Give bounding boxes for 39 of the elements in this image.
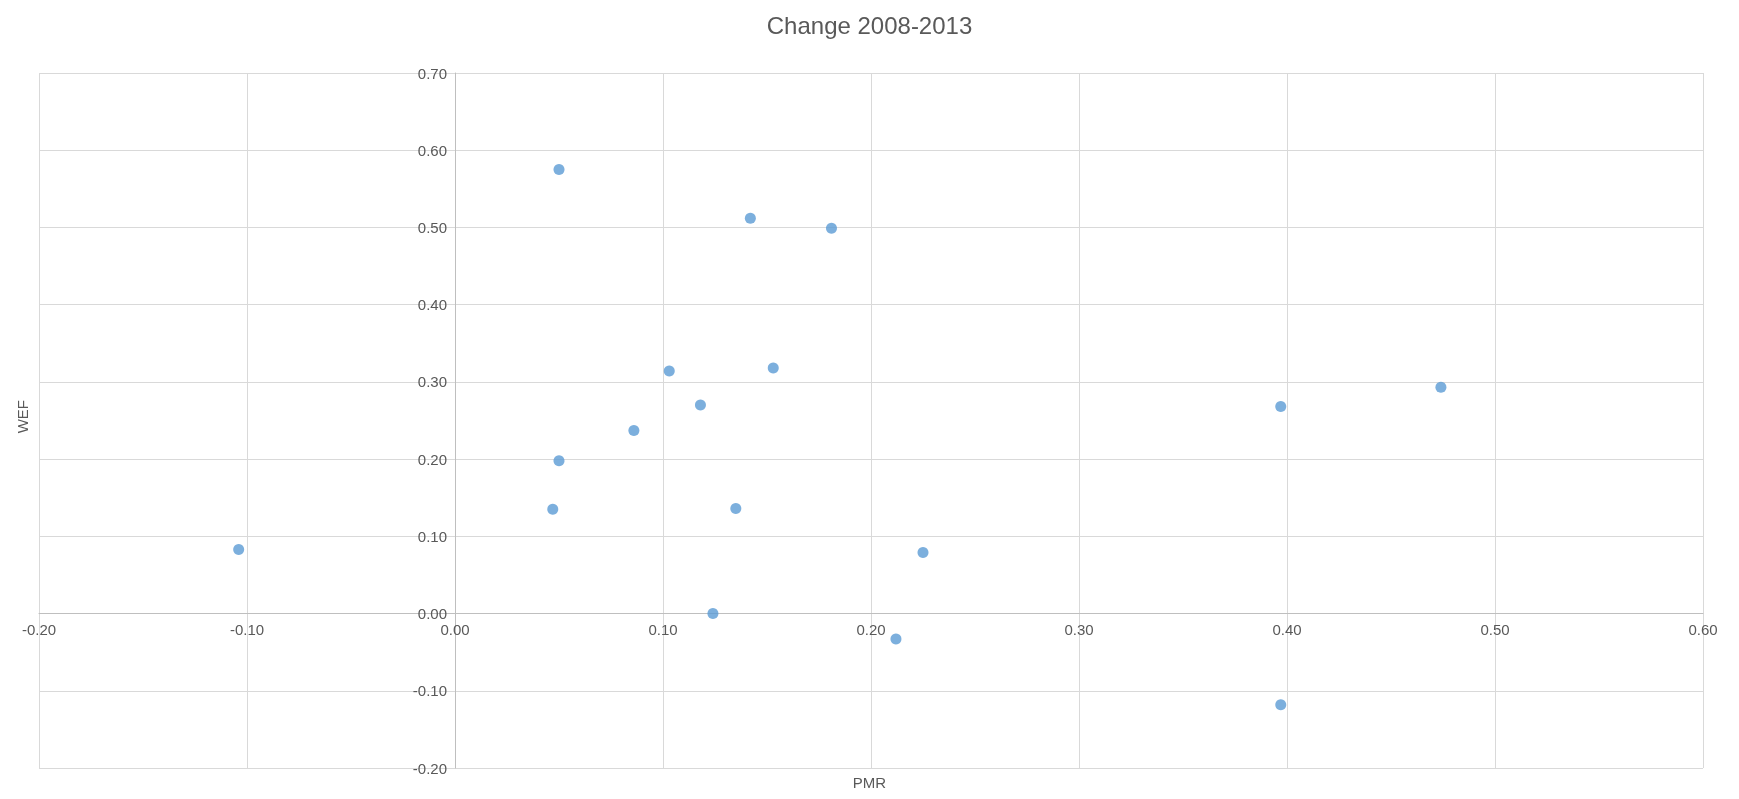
x-tick-label: 0.40 <box>1272 620 1302 638</box>
point <box>730 503 742 515</box>
y-tick-label: 0.20 <box>417 450 447 468</box>
y-tick-label: 0.40 <box>417 296 447 314</box>
point <box>553 455 565 467</box>
point <box>694 399 706 411</box>
x-tick-label: 0.30 <box>1064 620 1094 638</box>
y-tick-label: -0.10 <box>412 682 447 700</box>
point <box>1275 401 1287 413</box>
x-tick-label: -0.10 <box>229 620 265 638</box>
point <box>1435 381 1447 393</box>
point <box>663 365 675 377</box>
y-axis-title: WEF <box>14 400 31 434</box>
point <box>767 362 779 374</box>
point <box>707 608 719 620</box>
x-axis-title: PMR <box>852 774 887 791</box>
x-tick-label: 0.00 <box>440 620 470 638</box>
x-tick-label: 0.50 <box>1480 620 1510 638</box>
y-tick-label: 0.70 <box>417 64 447 82</box>
x-tick-label: 0.60 <box>1688 620 1718 638</box>
point <box>233 543 245 555</box>
point <box>628 425 640 437</box>
point <box>1275 699 1287 711</box>
y-tick-label: -0.20 <box>412 759 447 777</box>
chart-title: Change 2008-2013 <box>766 11 973 39</box>
point <box>553 164 565 176</box>
point <box>825 222 837 234</box>
x-tick-label: 0.10 <box>648 620 678 638</box>
y-tick-label: 0.10 <box>417 527 447 545</box>
point <box>547 503 559 515</box>
point <box>917 547 929 559</box>
point <box>890 633 902 645</box>
y-tick-label: 0.00 <box>417 605 447 623</box>
y-tick-label: 0.30 <box>417 373 447 391</box>
y-tick-label: 0.50 <box>417 218 447 236</box>
x-tick-label: 0.20 <box>856 620 886 638</box>
point <box>744 212 756 224</box>
x-tick-label: -0.20 <box>21 620 57 638</box>
y-tick-label: 0.60 <box>417 141 447 159</box>
